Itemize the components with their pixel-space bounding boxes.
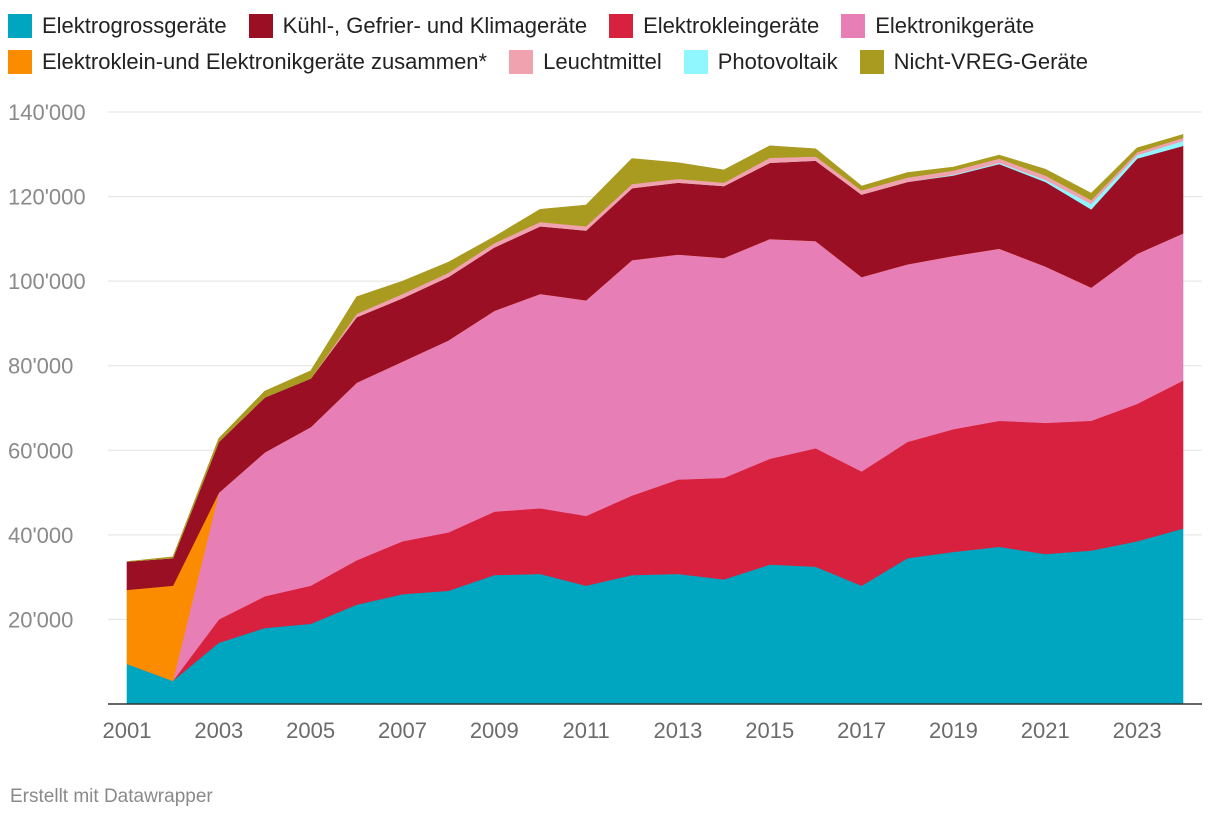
legend-swatch — [841, 14, 866, 38]
y-tick-label: 40'000 — [8, 523, 73, 548]
legend-swatch — [683, 50, 708, 74]
legend-item-leuchtmittel: Leuchtmittel — [509, 49, 662, 75]
x-tick-label: 2017 — [837, 718, 886, 743]
legend-item-elektronikgeraete: Elektronikgeräte — [841, 13, 1034, 39]
y-tick-labels: 20'000 40'000 60'000 80'000 100'000 120'000 14… — [8, 100, 86, 632]
y-tick-label: 120'000 — [8, 185, 86, 210]
legend-swatch — [859, 50, 884, 74]
y-tick-label: 20'000 — [8, 607, 73, 632]
legend-row-2: Elektroklein-und Elektronikgeräte zusamm… — [8, 44, 1208, 80]
x-tick-label: 2023 — [1113, 718, 1162, 743]
legend-label: Leuchtmittel — [543, 49, 662, 74]
legend-row-1: Elektrogrossgeräte Kühl-, Gefrier- und K… — [8, 8, 1208, 44]
legend-item-elektrokleingeraete: Elektrokleingeräte — [609, 13, 819, 39]
y-tick-label: 100'000 — [8, 269, 86, 294]
stacked-areas — [126, 134, 1184, 705]
legend: Elektrogrossgeräte Kühl-, Gefrier- und K… — [8, 8, 1208, 80]
y-tick-label: 80'000 — [8, 354, 73, 379]
credit-text: Erstellt mit Datawrapper — [10, 786, 213, 807]
x-tick-label: 2019 — [929, 718, 978, 743]
legend-item-zusammen: Elektroklein-und Elektronikgeräte zusamm… — [8, 49, 487, 75]
y-tick-label: 140'000 — [8, 100, 86, 125]
legend-label: Photovoltaik — [717, 49, 838, 74]
x-tick-label: 2005 — [286, 718, 335, 743]
legend-label: Nicht-VREG-Geräte — [893, 49, 1088, 74]
legend-item-elektrogrossgeraete: Elektrogrossgeräte — [8, 13, 227, 39]
legend-item-kuehlgeraete: Kühl-, Gefrier- und Klimageräte — [248, 13, 588, 39]
legend-swatch — [509, 50, 534, 74]
legend-swatch — [248, 14, 273, 38]
x-tick-labels: 2001 2003 2005 2007 2009 2011 2013 2015 2017 2019… — [103, 718, 1162, 743]
legend-swatch — [8, 50, 32, 74]
x-tick-label: 2003 — [194, 718, 243, 743]
x-tick-label: 2021 — [1021, 718, 1070, 743]
x-tick-label: 2015 — [745, 718, 794, 743]
legend-item-photovoltaik: Photovoltaik — [683, 49, 838, 75]
legend-label: Elektronikgeräte — [875, 13, 1035, 38]
legend-label: Kühl-, Gefrier- und Klimageräte — [282, 13, 588, 38]
x-tick-label: 2013 — [653, 718, 702, 743]
legend-swatch — [609, 14, 634, 38]
legend-item-nicht-vreg: Nicht-VREG-Geräte — [859, 49, 1088, 75]
x-tick-label: 2001 — [103, 718, 152, 743]
x-tick-label: 2009 — [470, 718, 519, 743]
legend-swatch — [8, 14, 32, 38]
legend-label: Elektrogrossgeräte — [42, 13, 227, 38]
x-tick-label: 2007 — [378, 718, 427, 743]
area-series — [126, 134, 1184, 562]
legend-label: Elektrokleingeräte — [643, 13, 820, 38]
legend-label: Elektroklein-und Elektronikgeräte zusamm… — [42, 49, 488, 74]
x-tick-label: 2011 — [562, 718, 609, 743]
y-tick-label: 60'000 — [8, 438, 73, 463]
